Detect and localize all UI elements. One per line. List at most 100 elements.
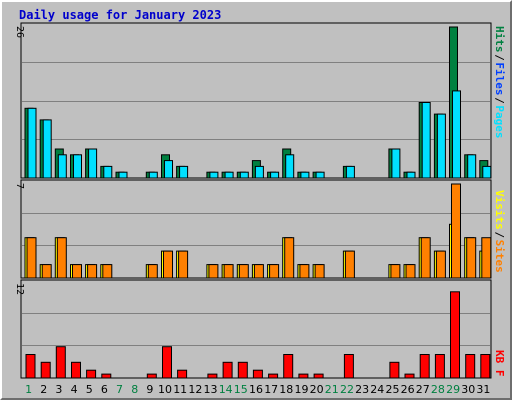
bar-sites	[102, 264, 113, 279]
bar-sites	[269, 264, 280, 279]
bar-pages	[285, 154, 295, 179]
bar-kb-f	[177, 369, 188, 379]
bar-sites	[435, 250, 446, 279]
bar-kb-f	[146, 373, 157, 379]
x-tick-label: 29	[446, 383, 460, 396]
bar-kb-f	[298, 373, 309, 379]
bar-pages	[224, 171, 234, 179]
x-tick-label: 11	[173, 383, 187, 396]
bar-kb-f	[313, 373, 324, 379]
bar-pages	[254, 165, 264, 179]
bar-pages	[436, 113, 446, 179]
bar-kb-f	[101, 373, 112, 379]
bar-kb-f	[40, 361, 51, 379]
bar-pages	[57, 154, 67, 179]
bar-kb-f	[222, 361, 233, 379]
x-tick-label: 26	[401, 383, 415, 396]
bar-sites	[178, 250, 189, 279]
legend-separator: /	[493, 232, 506, 239]
bar-pages	[300, 171, 310, 179]
bar-sites	[208, 264, 219, 279]
bar-kb-f	[283, 354, 294, 379]
bar-kb-f	[252, 369, 263, 379]
bar-kb-f	[55, 346, 66, 379]
bar-kb-f	[404, 373, 415, 379]
bar-kb-f	[268, 373, 279, 379]
bar-pages	[406, 171, 416, 179]
bar-sites	[284, 237, 295, 279]
bar-kb-f	[71, 361, 81, 379]
legend-label-files: Files	[493, 62, 506, 95]
x-tick-label: 21	[325, 383, 339, 396]
bar-kb-f	[450, 291, 460, 379]
bar-sites	[223, 264, 234, 279]
bar-sites	[253, 264, 264, 279]
panel-middle	[20, 179, 492, 279]
bar-pages	[73, 154, 82, 179]
bar-pages	[421, 102, 431, 179]
bar-kb-f	[86, 369, 97, 379]
bar-kb-f	[237, 361, 248, 379]
bar-pages	[270, 171, 280, 179]
chart-title: Daily usage for January 2023	[19, 8, 221, 22]
legend-label-kb-f: KB F	[493, 350, 506, 377]
x-tick-label: 17	[264, 383, 278, 396]
bar-kb-f	[389, 361, 400, 379]
bar-pages	[103, 165, 113, 179]
panel-max-label: 26	[14, 26, 25, 38]
bar-sites	[420, 237, 431, 279]
bar-kb-f	[434, 354, 445, 379]
x-tick-label: 16	[249, 383, 263, 396]
bar-sites	[390, 264, 401, 279]
x-tick-label: 12	[188, 383, 202, 396]
legend-separator: /	[493, 54, 506, 61]
bar-sites	[451, 183, 461, 279]
x-tick-label: 8	[131, 383, 138, 396]
x-tick-label: 6	[101, 383, 108, 396]
bar-pages	[118, 171, 128, 179]
x-tick-label: 23	[355, 383, 369, 396]
bar-pages	[467, 154, 477, 179]
panel-top	[20, 22, 492, 179]
x-tick-label: 18	[279, 383, 293, 396]
bar-kb-f	[25, 354, 36, 379]
bar-pages	[209, 171, 219, 179]
bar-sites	[87, 264, 98, 279]
legend-label-hits: Hits	[493, 26, 506, 53]
bar-sites	[26, 237, 37, 279]
bar-sites	[314, 264, 325, 279]
bar-pages	[452, 90, 461, 179]
x-tick-label: 14	[219, 383, 233, 396]
bar-sites	[466, 237, 477, 279]
bar-pages	[239, 171, 249, 179]
legend-label-visits: Visits	[493, 190, 506, 230]
bar-pages	[345, 165, 355, 179]
x-tick-label: 13	[204, 383, 218, 396]
x-tick-label: 27	[416, 383, 430, 396]
x-tick-label: 31	[476, 383, 490, 396]
x-tick-label: 3	[55, 383, 62, 396]
legend-separator: /	[493, 97, 506, 104]
bar-pages	[179, 165, 189, 179]
x-tick-label: 25	[386, 383, 400, 396]
bar-sites	[147, 264, 158, 279]
panel-max-label: 12	[14, 283, 25, 295]
x-tick-label: 7	[116, 383, 123, 396]
x-tick-label: 19	[295, 383, 309, 396]
bar-sites	[163, 250, 173, 279]
x-tick-label: 2	[40, 383, 47, 396]
bar-pages	[42, 119, 52, 179]
bar-sites	[344, 250, 355, 279]
bar-pages	[391, 148, 401, 179]
bar-sites	[41, 264, 52, 279]
bar-sites	[299, 264, 310, 279]
bar-pages	[148, 171, 158, 179]
bar-sites	[56, 237, 67, 279]
bar-kb-f	[207, 373, 218, 379]
x-tick-label: 9	[146, 383, 153, 396]
bar-pages	[315, 171, 325, 179]
bar-pages	[482, 165, 492, 179]
x-tick-label: 30	[461, 383, 475, 396]
